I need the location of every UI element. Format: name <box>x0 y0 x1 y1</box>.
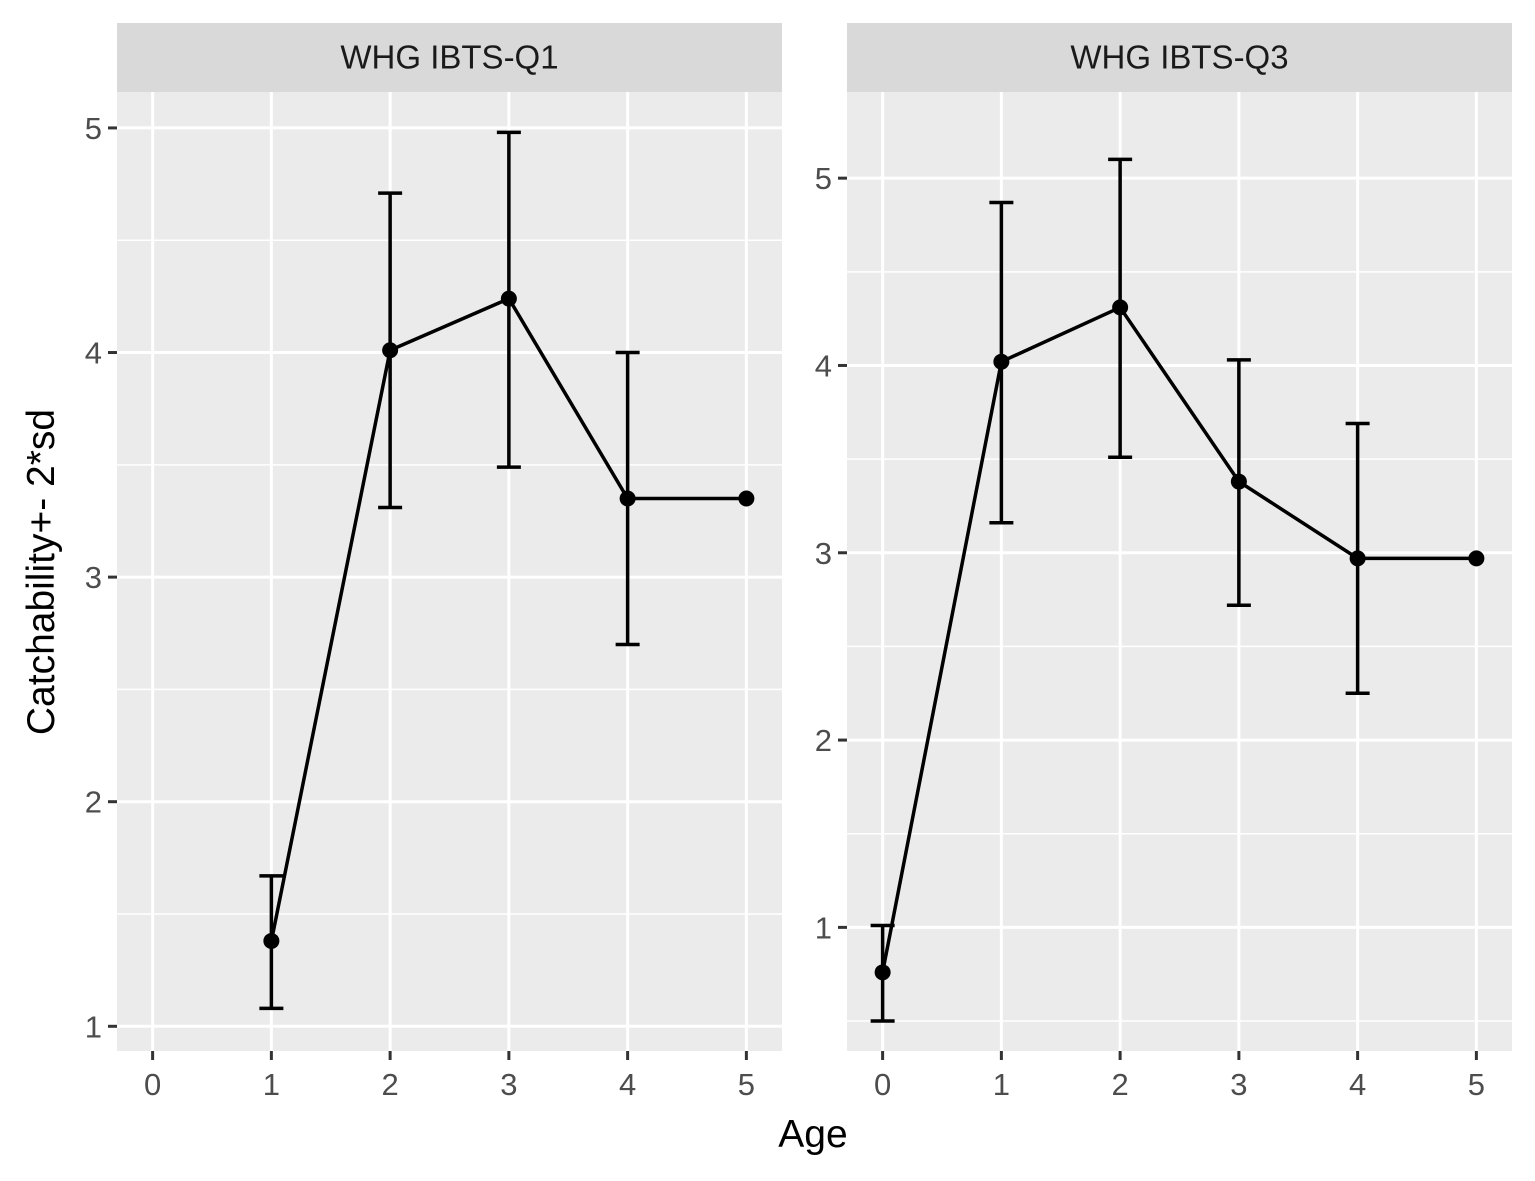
x-tick-label: 3 <box>500 1067 517 1102</box>
series-line <box>880 305 1477 973</box>
y-tick-label: 5 <box>85 111 102 146</box>
x-tick-label: 1 <box>993 1067 1010 1102</box>
facet-strip <box>117 23 782 92</box>
panel-1: WHG IBTS-Q1 1 2 3 4 5 0 1 2 3 4 5 <box>85 23 782 1102</box>
data-point <box>738 490 755 507</box>
facet-strip <box>847 23 1512 92</box>
y-tick-label: 5 <box>815 161 832 196</box>
y-tick-label: 1 <box>815 910 832 945</box>
y-axis-title: Catchability+- 2*sd <box>20 409 63 735</box>
data-point <box>382 342 399 359</box>
x-tick-label: 3 <box>1230 1067 1247 1102</box>
y-tick-label: 1 <box>85 1009 102 1044</box>
y-tick-label: 2 <box>85 785 102 820</box>
plot-panel <box>847 92 1512 1051</box>
y-tick-label: 3 <box>85 560 102 595</box>
facet-title: WHG IBTS-Q3 <box>1070 39 1288 76</box>
panel-2: WHG IBTS-Q3 1 2 3 4 5 0 1 2 3 4 5 <box>815 23 1512 1102</box>
x-tick-label: 0 <box>874 1067 891 1102</box>
data-point <box>500 290 517 307</box>
plot-panel <box>117 92 782 1051</box>
y-tick-label: 3 <box>815 536 832 571</box>
x-tick-label: 5 <box>738 1067 755 1102</box>
x-tick-label: 5 <box>1468 1067 1485 1102</box>
data-point <box>993 353 1010 370</box>
x-tick-label: 4 <box>619 1067 636 1102</box>
x-tick-label: 2 <box>1112 1067 1129 1102</box>
data-point <box>1468 550 1485 567</box>
x-tick-label: 4 <box>1349 1067 1366 1102</box>
data-point <box>1349 550 1366 567</box>
y-tick-label: 2 <box>815 723 832 758</box>
x-tick-label: 1 <box>263 1067 280 1102</box>
x-axis-title: Age <box>778 1113 847 1156</box>
y-tick-label: 4 <box>85 336 102 371</box>
x-tick-label: 2 <box>382 1067 399 1102</box>
y-tick-label: 4 <box>815 348 832 383</box>
data-point <box>1230 473 1247 490</box>
data-point <box>874 964 891 981</box>
data-point <box>263 932 280 949</box>
data-point <box>1112 299 1129 316</box>
x-tick-label: 0 <box>144 1067 161 1102</box>
facet-title: WHG IBTS-Q1 <box>340 39 558 76</box>
data-point <box>619 490 636 507</box>
